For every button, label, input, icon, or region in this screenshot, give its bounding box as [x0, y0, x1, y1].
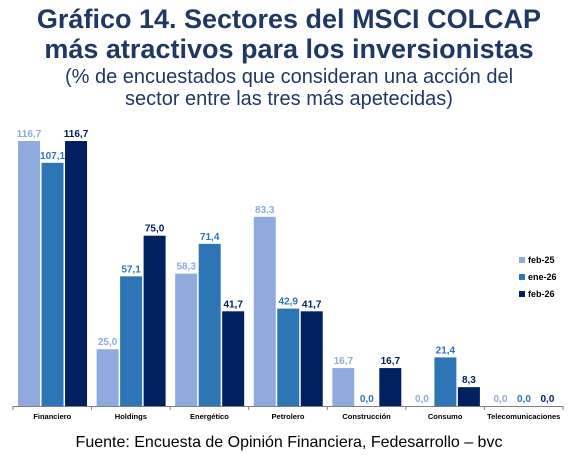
x-tick-label: Consumo — [428, 412, 463, 421]
data-label: 83,3 — [255, 205, 275, 216]
data-label: 58,3 — [176, 262, 196, 273]
chart-subtitle: (% de encuestados que consideran una acc… — [0, 66, 578, 110]
data-label: 21,4 — [436, 345, 456, 356]
bar-feb-25-1 — [96, 349, 119, 406]
data-label: 0,0 — [360, 394, 374, 405]
legend-swatch — [519, 256, 525, 263]
bar-feb-25-3 — [253, 216, 276, 406]
data-label: 25,0 — [98, 337, 118, 348]
bar-feb-26-1 — [143, 235, 166, 406]
legend-label: ene-26 — [528, 271, 557, 282]
x-tick-label: Construcción — [342, 412, 391, 421]
legend-item: feb-26 — [519, 285, 557, 302]
chart-title: Gráfico 14. Sectores del MSCI COLCAP más… — [0, 4, 578, 64]
bar-feb-26-4 — [379, 368, 402, 406]
chart-subtitle-line-2: sector entre las tres más apetecidas) — [125, 88, 453, 110]
data-label: 0,0 — [517, 394, 531, 405]
chart-title-line-2: más atractivos para los inversionistas — [44, 34, 534, 64]
data-label: 16,7 — [334, 356, 354, 367]
chart-title-line-1: Gráfico 14. Sectores del MSCI COLCAP — [36, 4, 542, 34]
legend-item: ene-26 — [519, 268, 557, 285]
data-label: 71,4 — [200, 232, 220, 243]
x-tick-label: Energético — [190, 412, 229, 421]
data-label: 0,0 — [494, 394, 508, 405]
chart-subtitle-line-1: (% de encuestados que consideran una acc… — [64, 66, 514, 88]
data-label: 57,1 — [121, 264, 141, 275]
data-label: 75,0 — [145, 224, 165, 235]
bar-feb-25-0 — [18, 141, 41, 406]
legend-label: feb-26 — [528, 288, 555, 299]
bar-feb-26-2 — [222, 311, 245, 406]
data-label: 16,7 — [381, 356, 401, 367]
bar-feb-26-3 — [300, 311, 323, 406]
x-tick-label: Holdings — [115, 412, 147, 421]
bar-feb-26-0 — [65, 141, 88, 406]
legend-swatch — [519, 290, 525, 297]
data-label: 8,3 — [462, 375, 476, 386]
bar-ene-26-3 — [277, 308, 300, 406]
data-label: 41,7 — [223, 299, 243, 310]
data-label: 0,0 — [541, 394, 555, 405]
x-tick-label: Telecomunicaciones — [487, 412, 560, 421]
data-label: 116,7 — [17, 129, 42, 140]
source-note: Fuente: Encuesta de Opinión Financiera, … — [75, 434, 503, 451]
data-label: 41,7 — [302, 299, 322, 310]
x-tick-label: Financiero — [33, 412, 71, 421]
legend-swatch — [519, 273, 525, 280]
bar-feb-25-2 — [175, 273, 198, 406]
data-label: 116,7 — [64, 129, 89, 140]
data-label: 42,9 — [279, 297, 299, 308]
bar-feb-26-5 — [457, 387, 480, 406]
bar-ene-26-2 — [198, 243, 221, 406]
legend-item: feb-25 — [519, 251, 557, 268]
data-label: 0,0 — [415, 394, 429, 405]
bar-ene-26-1 — [120, 276, 143, 406]
chart-legend: feb-25 ene-26 feb-26 — [519, 251, 557, 302]
x-tick-label: Petrolero — [272, 412, 305, 421]
data-label: 107,1 — [40, 151, 65, 162]
bar-feb-25-4 — [332, 368, 355, 406]
bar-ene-26-0 — [41, 162, 64, 406]
legend-label: feb-25 — [528, 254, 555, 265]
bar-ene-26-5 — [434, 357, 457, 406]
